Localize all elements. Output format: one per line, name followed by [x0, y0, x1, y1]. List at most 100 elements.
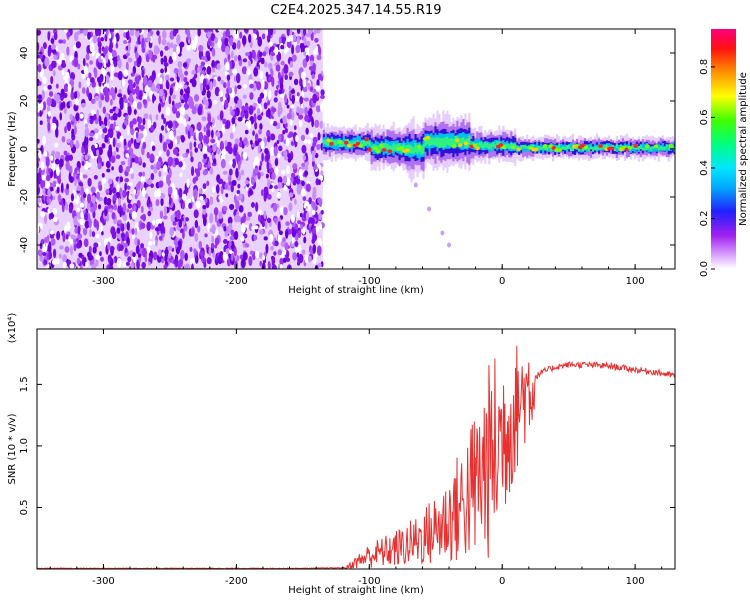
spectral-cell — [322, 140, 325, 145]
noise-cell — [173, 68, 179, 74]
noise-cell — [207, 147, 213, 153]
noise-cell — [156, 188, 161, 197]
noise-cell — [285, 221, 290, 227]
noise-cell — [86, 162, 92, 168]
noise-cell — [59, 245, 64, 250]
spectral-cell — [544, 146, 547, 151]
noise-cell — [308, 227, 312, 234]
noise-cell — [172, 220, 177, 226]
noise-cell — [277, 249, 283, 256]
noise-cell — [211, 67, 216, 73]
noise-cell — [290, 172, 296, 178]
noise-cell — [218, 211, 223, 220]
noise-cell — [292, 33, 296, 42]
noise-cell — [186, 148, 190, 153]
noise-cell — [127, 42, 131, 53]
noise-cell — [158, 248, 162, 257]
noise-cell — [303, 236, 307, 244]
noise-cell — [101, 231, 104, 236]
noise-cell — [54, 142, 59, 148]
noise-cell — [45, 174, 51, 182]
noise-cell — [301, 89, 305, 99]
noise-cell — [202, 169, 208, 176]
noise-cell — [95, 258, 99, 267]
noise-cell — [133, 109, 137, 115]
noise-cell — [175, 209, 181, 220]
noise-cell — [133, 60, 137, 67]
noise-cell — [165, 109, 171, 116]
noise-cell — [269, 41, 273, 47]
spectral-cell — [534, 144, 537, 151]
noise-cell — [236, 189, 241, 195]
noise-cell — [129, 29, 135, 37]
noise-cell — [84, 188, 90, 195]
noise-cell — [245, 216, 251, 221]
noise-cell — [255, 202, 259, 212]
noise-cell — [211, 117, 215, 127]
spectral-cell — [641, 147, 644, 151]
noise-cell — [109, 246, 115, 251]
noise-cell — [161, 113, 165, 120]
noise-cell — [260, 189, 264, 197]
noise-cell — [223, 225, 227, 232]
noise-cell — [217, 29, 223, 32]
noise-cell — [74, 125, 77, 135]
spectral-cell — [558, 144, 561, 149]
noise-cell — [163, 117, 167, 125]
noise-cell — [119, 135, 124, 143]
noise-cell — [39, 49, 43, 60]
spectral-cell — [651, 146, 654, 149]
noise-cell — [127, 105, 132, 116]
noise-cell — [300, 71, 306, 80]
noise-cell — [55, 83, 59, 89]
spectral-cell — [328, 140, 331, 146]
noise-cell — [128, 147, 134, 154]
noise-cell — [249, 139, 253, 145]
noise-cell — [151, 54, 158, 60]
noise-cell — [213, 99, 218, 105]
spectral-cell — [569, 142, 573, 150]
snr-series-line — [37, 345, 675, 569]
noise-cell — [113, 203, 118, 211]
noise-cell — [237, 183, 241, 189]
spectral-cell — [591, 147, 595, 152]
spectral-cell — [625, 145, 628, 150]
noise-cell — [228, 222, 233, 232]
spectral-cell — [414, 142, 417, 153]
noise-cell — [257, 36, 263, 47]
noise-cell — [316, 245, 322, 256]
y-tick-label: 0 — [19, 146, 30, 152]
noise-cell — [118, 244, 124, 251]
spectral-cell — [653, 145, 656, 152]
noise-cell — [309, 132, 314, 138]
noise-cell — [88, 92, 93, 102]
noise-cell — [314, 37, 319, 43]
noise-cell — [65, 234, 69, 240]
noise-cell — [84, 212, 88, 221]
noise-cell — [133, 81, 136, 88]
noise-cell — [113, 36, 117, 45]
noise-cell — [69, 245, 74, 256]
noise-cell — [42, 243, 46, 253]
noise-cell — [50, 212, 55, 219]
peak-cell — [458, 143, 463, 148]
noise-cell — [183, 76, 188, 83]
noise-cell — [160, 57, 164, 65]
noise-cell — [92, 34, 98, 44]
noise-cell — [164, 249, 168, 255]
spectral-cell — [488, 143, 491, 150]
noise-cell — [156, 160, 161, 169]
noise-cell — [311, 201, 316, 209]
peak-cell — [425, 135, 431, 140]
noise-cell — [221, 148, 227, 156]
peak-cell — [381, 148, 387, 152]
noise-cell — [298, 107, 304, 116]
noise-cell — [168, 95, 172, 105]
noise-cell — [258, 129, 262, 135]
spectral-cell — [651, 146, 654, 153]
noise-cell — [129, 120, 134, 130]
noise-cell — [206, 90, 211, 99]
noise-cell — [75, 174, 80, 180]
noise-cell — [265, 173, 269, 179]
noise-cell — [316, 79, 320, 87]
